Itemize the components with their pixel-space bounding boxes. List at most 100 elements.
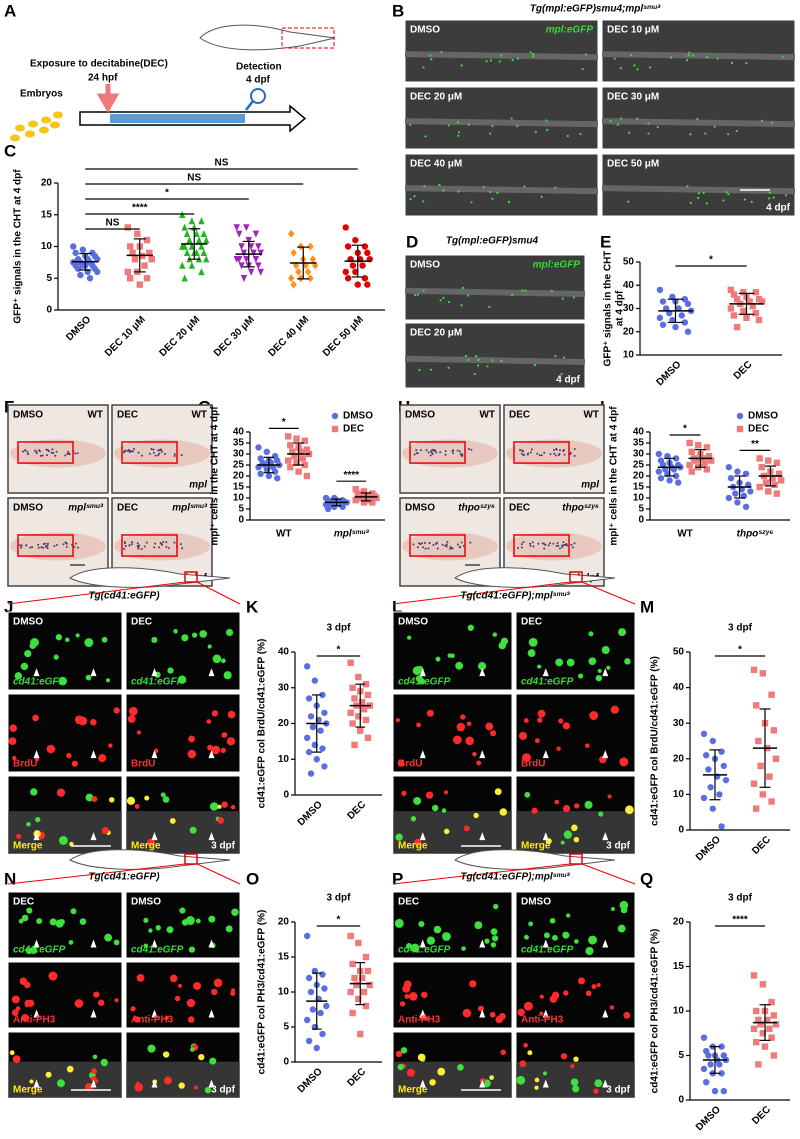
cell-signal [437, 1067, 446, 1076]
data-point [732, 490, 739, 497]
cell-signal [105, 678, 110, 683]
data-point [243, 256, 250, 263]
data-point [768, 798, 775, 805]
data-point [684, 300, 692, 308]
y-tick-label: 5 [638, 504, 644, 515]
cell-signal [431, 804, 439, 812]
cell-signal [20, 662, 29, 671]
tissue-line [404, 118, 599, 128]
arrowhead [542, 750, 549, 759]
cell-signal [130, 1006, 136, 1012]
data-point [290, 248, 297, 257]
cell-signal [416, 293, 419, 296]
cell-signal [179, 907, 186, 914]
y-tick-label: 30 [278, 682, 290, 693]
data-point [188, 217, 196, 225]
cell-signal [410, 816, 417, 822]
data-point [265, 472, 273, 480]
cell-signal [554, 354, 557, 358]
data-point [86, 275, 94, 282]
arrowhead [90, 1009, 97, 1018]
arrowhead [542, 939, 549, 948]
data-point [725, 464, 733, 471]
data-point [357, 1030, 364, 1038]
cell-signal [546, 128, 549, 132]
y-tick-label: 0 [46, 305, 52, 316]
zoom-line [7, 863, 186, 885]
data-point [351, 695, 358, 702]
cell-signal [467, 624, 475, 631]
y-axis-label: cd41:eGFP col PH3/cd41:eGFP (%) [650, 929, 661, 1094]
data-point [311, 677, 319, 684]
data-point [271, 468, 279, 475]
stain-dot [123, 547, 126, 550]
cell-signal [772, 196, 775, 199]
data-point [703, 466, 711, 473]
embryos [10, 111, 63, 142]
cell-signal [163, 1076, 172, 1085]
cell-signal [566, 658, 575, 667]
stain-dot [446, 541, 449, 544]
cell-signal [524, 289, 527, 292]
arrowhead [33, 939, 40, 948]
cell-signal [584, 53, 587, 56]
arrowhead [90, 832, 97, 841]
data-point [707, 784, 714, 791]
y-axis-label: at 4 dpf [615, 290, 626, 326]
data-point [181, 242, 188, 250]
cell-signal [65, 637, 70, 643]
cell-signal [11, 1009, 19, 1016]
panel-letter: L [392, 597, 402, 616]
end-label: 4 dpf [246, 75, 271, 86]
cell-signal [14, 672, 23, 680]
data-point [707, 457, 715, 464]
cell-signal [399, 1001, 406, 1007]
cell-signal [527, 649, 536, 658]
cell-signal [101, 636, 108, 643]
legend-marker [736, 425, 744, 433]
stain-dot [76, 452, 79, 455]
image-label: Anti-PH3 [131, 1015, 174, 1026]
stain-dot [124, 544, 127, 547]
data-point [324, 505, 332, 513]
stain-dot [547, 544, 550, 547]
cell-signal [211, 988, 218, 996]
data-point [678, 312, 685, 319]
image-label: DMSO [410, 25, 440, 36]
roi-box [121, 441, 178, 464]
stain-dot [445, 545, 448, 548]
arrowhead [542, 1079, 549, 1088]
y-axis-label: cd41:eGFP col BrdU/cd41:eGFP (%) [257, 639, 268, 809]
data-point [344, 243, 352, 250]
panel-letter: E [600, 232, 611, 251]
data-point [657, 475, 665, 482]
stain-dot [173, 455, 176, 458]
cell-signal [561, 297, 564, 300]
data-point [240, 275, 248, 283]
data-point [347, 988, 354, 996]
cell-signal [705, 202, 708, 205]
data-point [305, 1037, 313, 1045]
data-point [141, 262, 148, 269]
cell-signal [534, 1085, 539, 1090]
cell-signal [516, 1075, 526, 1085]
arrowhead [419, 1009, 426, 1018]
cell-signal [472, 751, 477, 757]
stain-dot [562, 448, 565, 451]
cell-signal [521, 289, 524, 292]
data-point [362, 953, 370, 961]
cell-signal [549, 917, 556, 924]
data-point [773, 490, 781, 497]
data-point [79, 246, 87, 253]
data-point [770, 1052, 777, 1059]
cell-signal [406, 1068, 415, 1077]
zoom-line [581, 863, 636, 885]
cell-signal [193, 1085, 198, 1090]
cell-signal [227, 710, 236, 719]
data-point [753, 1007, 760, 1015]
cell-signal [84, 638, 94, 648]
image-label: Merge [13, 841, 43, 852]
cell-signal [188, 735, 195, 743]
cell-signal [413, 195, 416, 198]
roi-box [409, 534, 466, 557]
